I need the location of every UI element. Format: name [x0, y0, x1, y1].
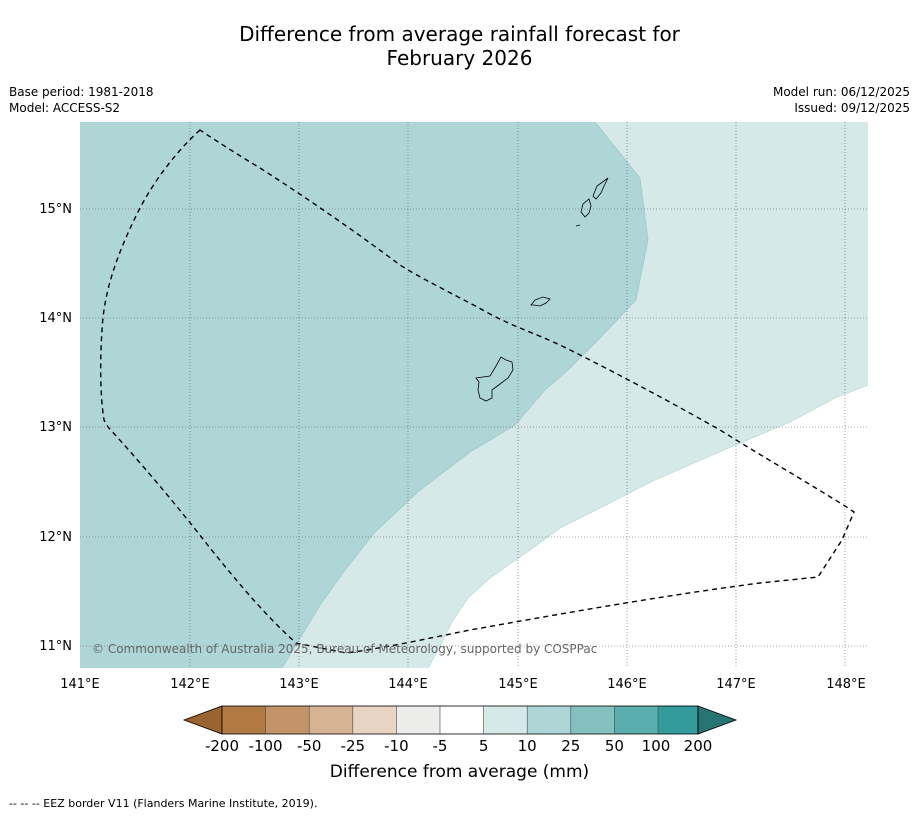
lon-tick-148: 148°E	[826, 677, 866, 692]
lon-tick-labels: 141°E 142°E 143°E 144°E 145°E 146°E 147°…	[60, 677, 866, 692]
lat-tick-15: 15°N	[39, 202, 72, 217]
colorbar-extend-high	[697, 705, 738, 735]
footer-note: -- -- -- EEZ border V11 (Flanders Marine…	[9, 797, 318, 810]
colorbar-tick: -50	[297, 737, 322, 755]
colorbar-tick: -200	[205, 737, 239, 755]
lon-tick-144: 144°E	[388, 677, 428, 692]
lon-tick-145: 145°E	[498, 677, 538, 692]
island-tinian	[580, 198, 592, 218]
lon-tick-147: 147°E	[716, 677, 756, 692]
colorbar-swatch	[483, 706, 528, 734]
colorbar-tick: -10	[384, 737, 409, 755]
model-run: Model run: 06/12/2025	[772, 85, 910, 99]
colorbar-tick: -100	[249, 737, 283, 755]
colorbar-tick: 5	[479, 737, 489, 755]
lat-tick-11: 11°N	[39, 639, 72, 654]
base-period: Base period: 1981-2018	[9, 85, 154, 99]
colorbar-swatch	[570, 706, 615, 734]
colorbar-tick: 100	[642, 737, 671, 755]
island-aguijan	[575, 224, 581, 227]
colorbar-swatch	[658, 706, 698, 734]
colorbar-tick: -25	[341, 737, 366, 755]
colorbar-tick: 200	[684, 737, 713, 755]
island-guam	[475, 356, 514, 402]
colorbar-extend-low	[182, 705, 223, 735]
colorbar-swatch	[527, 706, 571, 734]
colorbar-swatch	[222, 706, 266, 734]
region-25-to-50	[80, 122, 648, 668]
colorbar-swatch	[352, 706, 397, 734]
lat-tick-14: 14°N	[39, 311, 72, 326]
colorbar-swatch	[614, 706, 658, 734]
model-name: Model: ACCESS-S2	[9, 101, 121, 115]
title-line-1: Difference from average rainfall forecas…	[239, 22, 680, 46]
colorbar: -200 -100 -50 -25 -10 -5 5 10 25 50 100 …	[182, 705, 738, 755]
colorbar-tick: 10	[518, 737, 537, 755]
island-saipan	[592, 177, 609, 200]
gridlines	[80, 122, 868, 668]
colorbar-title: Difference from average (mm)	[329, 762, 590, 782]
colorbar-tick: 25	[561, 737, 580, 755]
lon-tick-146: 146°E	[607, 677, 647, 692]
map-credit: © Commonwealth of Australia 2025, Bureau…	[92, 642, 597, 656]
meta-right: Model run: 06/12/2025 Issued: 09/12/2025	[773, 84, 910, 116]
lat-tick-labels: 15°N 14°N 13°N 12°N 11°N	[39, 202, 72, 654]
islands	[475, 177, 609, 402]
colorbar-swatch	[309, 706, 353, 734]
chart-title: Difference from average rainfall forecas…	[0, 22, 919, 70]
lon-tick-141: 141°E	[60, 677, 100, 692]
meta-left: Base period: 1981-2018 Model: ACCESS-S2	[9, 84, 154, 116]
map-area: © Commonwealth of Australia 2025, Bureau…	[80, 122, 868, 668]
colorbar-tick: 50	[605, 737, 624, 755]
colorbar-dividers	[265, 706, 659, 734]
colorbar-swatch	[396, 706, 440, 734]
lat-tick-13: 13°N	[39, 420, 72, 435]
island-rota	[530, 296, 551, 307]
colorbar-tick: -5	[433, 737, 448, 755]
colorbar-outline	[221, 705, 699, 735]
contour-line-25	[281, 122, 649, 668]
colorbar-swatch	[265, 706, 310, 734]
contour-line-10	[427, 384, 868, 668]
title-line-2: February 2026	[386, 46, 533, 70]
colorbar-swatch	[440, 706, 484, 734]
lon-tick-143: 143°E	[279, 677, 319, 692]
issued-date: Issued: 09/12/2025	[794, 101, 910, 115]
eez-border	[99, 129, 855, 654]
lat-tick-12: 12°N	[39, 530, 72, 545]
lon-tick-142: 142°E	[170, 677, 210, 692]
